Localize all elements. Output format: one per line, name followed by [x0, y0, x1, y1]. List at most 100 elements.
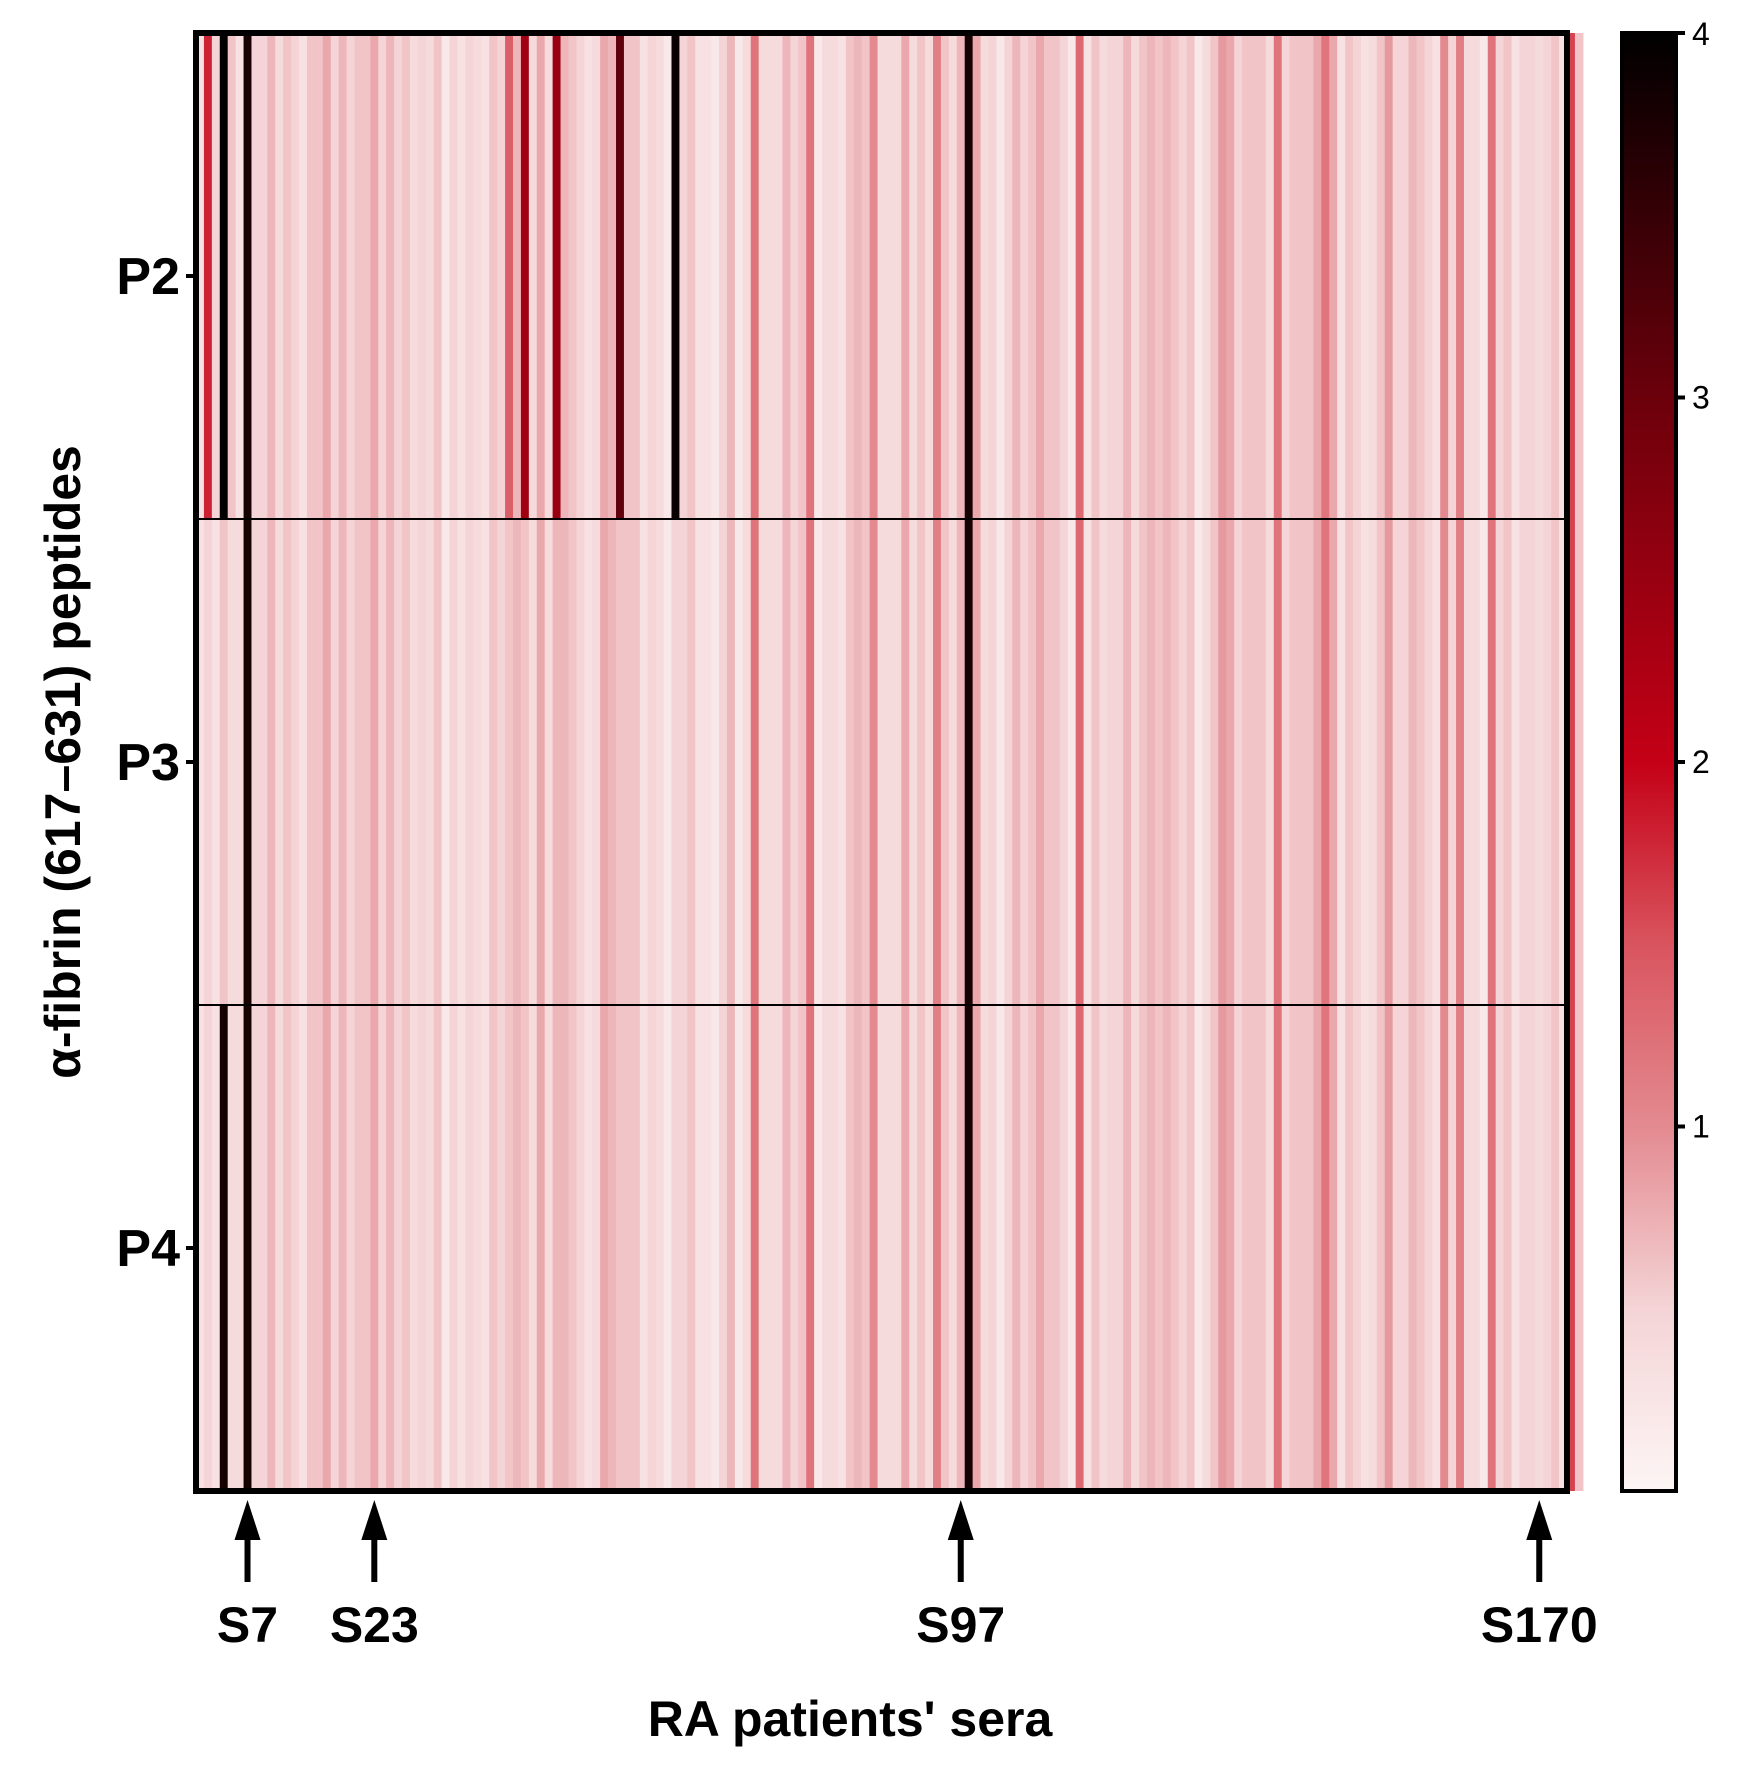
heatmap-cell	[314, 33, 324, 519]
heatmap-cell	[1067, 33, 1077, 519]
heatmap-cell	[647, 519, 657, 1005]
heatmap-cell	[742, 519, 752, 1005]
heatmap-cell	[378, 1005, 387, 1491]
heatmap-cell	[1463, 519, 1473, 1005]
heatmap-cell	[528, 519, 538, 1005]
heatmap-cell	[1075, 1005, 1085, 1491]
heatmap-cell	[703, 33, 712, 519]
heatmap-cell	[1289, 519, 1299, 1005]
heatmap-cell	[1194, 519, 1204, 1005]
color-scale-tick-label: 1	[1692, 1109, 1710, 1145]
heatmap-cell	[1028, 519, 1037, 1005]
heatmap-cell	[1154, 1005, 1164, 1491]
heatmap-cell	[1360, 1005, 1370, 1491]
row-label-p4: P4	[116, 1220, 180, 1278]
heatmap-cell	[996, 1005, 1005, 1491]
heatmap-cell	[1368, 33, 1378, 519]
heatmap-cell	[726, 33, 736, 519]
heatmap-cell	[203, 33, 213, 519]
heatmap-cell	[687, 33, 696, 519]
heatmap-cell	[1519, 519, 1528, 1005]
color-scale-tick-label: 2	[1692, 744, 1710, 780]
arrow-up-icon	[234, 1500, 261, 1540]
heatmap-cell	[925, 519, 934, 1005]
heatmap-cell	[1559, 1005, 1568, 1491]
heatmap-cell	[1281, 33, 1291, 519]
heatmap-cell	[695, 1005, 704, 1491]
heatmap-cell	[829, 1005, 839, 1491]
heatmap-cell	[1043, 1005, 1053, 1491]
heatmap-cell	[291, 519, 300, 1005]
heatmap-cell	[1273, 519, 1283, 1005]
heatmap-cell	[1257, 33, 1267, 519]
heatmap-cell	[560, 519, 570, 1005]
heatmap-cell	[1440, 33, 1449, 519]
heatmap-cell	[837, 519, 847, 1005]
heatmap-cell	[592, 33, 601, 519]
heatmap-cell	[354, 33, 364, 519]
heatmap-cell	[1321, 33, 1330, 519]
heatmap-cell	[719, 1005, 728, 1491]
heatmap-cell	[386, 519, 395, 1005]
heatmap-cell	[1218, 1005, 1227, 1491]
heatmap-cell	[1146, 1005, 1156, 1491]
heatmap-cell	[1313, 519, 1322, 1005]
heatmap-cell	[734, 33, 744, 519]
row-dividers	[196, 518, 1567, 1006]
heatmap-cell	[576, 1005, 585, 1491]
heatmap-cell	[774, 1005, 784, 1491]
heatmap-cell	[901, 1005, 910, 1491]
heatmap-cell	[1099, 33, 1108, 519]
heatmap-cell	[576, 519, 585, 1005]
heatmap-cell	[1131, 519, 1140, 1005]
heatmap-cell	[1242, 33, 1251, 519]
heatmap-cell	[837, 33, 847, 519]
heatmap-cell	[996, 519, 1005, 1005]
heatmap-cell	[980, 519, 990, 1005]
heatmap-cell	[473, 33, 482, 519]
heatmap-cell	[512, 1005, 522, 1491]
heatmap-cell	[584, 33, 593, 519]
heatmap-cell	[1051, 33, 1061, 519]
heatmap-cell	[402, 1005, 411, 1491]
heatmap-cell	[251, 1005, 260, 1491]
heatmap-cell	[1067, 519, 1077, 1005]
heatmap-cell	[330, 519, 340, 1005]
heatmap-cell	[766, 33, 776, 519]
heatmap-cell	[544, 33, 554, 519]
heatmap-cell	[893, 33, 902, 519]
heatmap-cell	[1329, 33, 1338, 519]
heatmap-cell	[251, 519, 260, 1005]
heatmap-cell	[1360, 33, 1370, 519]
heatmap-cell	[1463, 1005, 1473, 1491]
heatmap-cell	[695, 33, 704, 519]
heatmap-cell	[829, 33, 839, 519]
heatmap-cell	[1162, 519, 1172, 1005]
heatmap-cell	[409, 1005, 419, 1491]
heatmap-cell	[734, 519, 744, 1005]
heatmap-cell	[679, 33, 688, 519]
heatmap-cell	[798, 33, 807, 519]
heatmap-cell	[1265, 519, 1275, 1005]
heatmap-cell	[608, 1005, 617, 1491]
heatmap-cell	[1234, 33, 1243, 519]
heatmap-cell	[790, 33, 799, 519]
heatmap-cell	[481, 33, 490, 519]
heatmap-cell	[1162, 1005, 1172, 1491]
heatmap-cell	[1567, 519, 1576, 1005]
heatmap-cell	[885, 33, 894, 519]
heatmap-cell	[1297, 1005, 1307, 1491]
arrow-up-icon	[947, 1500, 974, 1540]
heatmap-cell	[1345, 33, 1354, 519]
heatmap-cell	[909, 1005, 918, 1491]
heatmap-cell	[1495, 33, 1505, 519]
heatmap-cell	[1115, 1005, 1124, 1491]
heatmap-cell	[568, 1005, 577, 1491]
heatmap-cell	[227, 519, 237, 1005]
heatmap-cell	[1194, 33, 1204, 519]
heatmap-cell	[1479, 1005, 1489, 1491]
heatmap-cell	[1559, 33, 1568, 519]
heatmap-cell	[972, 519, 982, 1005]
heatmap-cell	[512, 33, 522, 519]
heatmap-cell	[742, 33, 752, 519]
